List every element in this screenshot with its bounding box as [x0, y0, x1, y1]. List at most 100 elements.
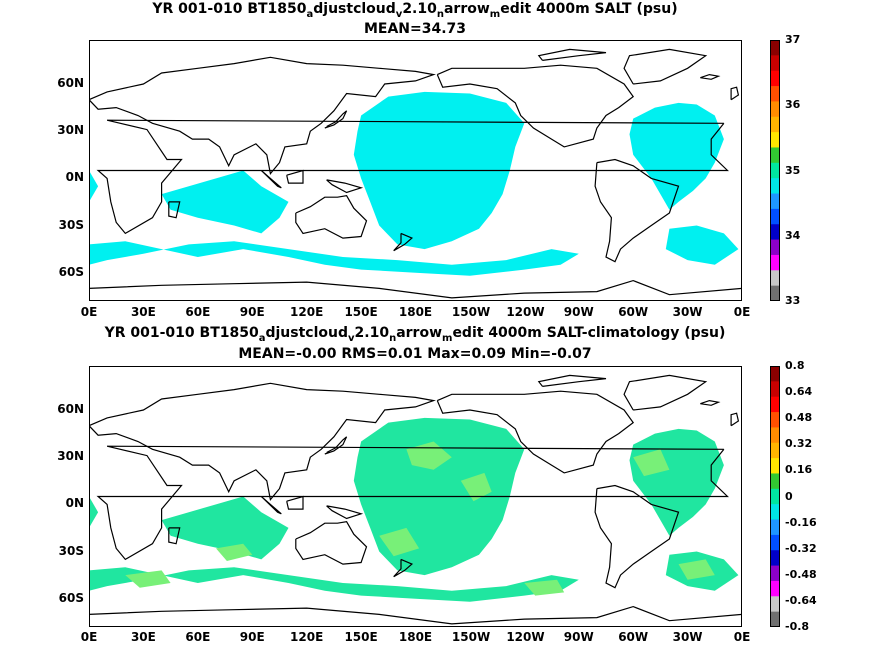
colorbar-swatch [770, 442, 780, 459]
coastline [623, 48, 708, 85]
lon-tick-label: 150E [344, 305, 378, 319]
coastline [730, 86, 740, 101]
lon-tick-label: 0E [733, 305, 751, 319]
colorbar-swatch [770, 427, 780, 444]
lon-tick-label: 90E [239, 630, 265, 644]
field-patch [406, 441, 452, 470]
lat-tick-label: 0N [65, 496, 84, 511]
coastline [96, 445, 729, 561]
colorbar-tick-label: 0.16 [785, 463, 813, 477]
colorbar-swatch [770, 86, 780, 102]
colorbar-tick-label: 0.48 [785, 411, 813, 425]
coastline [89, 56, 436, 175]
coastline [436, 64, 635, 148]
lon-tick-label: 30E [130, 630, 156, 644]
lon-tick-label: 30W [672, 305, 703, 319]
colorbar-swatch [770, 116, 780, 133]
colorbar-tick-label: 33 [785, 294, 801, 307]
colorbar-swatch [770, 40, 780, 56]
field-patch [89, 567, 579, 602]
colorbar-swatch [770, 596, 780, 613]
field-patch [125, 570, 171, 588]
field-patch [89, 170, 99, 202]
field-patch [460, 472, 492, 502]
coastline [260, 496, 282, 515]
colorbar-swatch [770, 147, 780, 164]
lon-tick-label: 120W [506, 305, 545, 319]
lon-tick-label: 120E [290, 305, 324, 319]
colorbar-swatch [770, 208, 780, 225]
lon-tick-label: 30E [130, 305, 156, 319]
coastline [286, 169, 304, 184]
colorbar-swatch [770, 55, 780, 72]
colorbar-swatch [770, 162, 780, 179]
colorbar-swatch [770, 519, 780, 536]
colorbar-swatch [770, 193, 780, 210]
colorbar-swatch [770, 534, 780, 551]
lon-tick-label: 0E [733, 630, 751, 644]
field-patch [89, 496, 99, 528]
colorbar-tick-label: 0 [785, 489, 793, 503]
lon-tick-label: 30W [672, 630, 703, 644]
lon-tick-label: 90W [563, 630, 594, 644]
lon-tick-label: 0E [80, 630, 98, 644]
panel1-subtitle: MEAN=34.73 [363, 21, 467, 37]
colorbar-tick-label: 34 [785, 228, 801, 242]
lon-tick-label: 60E [185, 630, 211, 644]
colorbar-tick-label: -0.32 [785, 541, 817, 555]
field-patch [161, 496, 289, 560]
coastline [168, 201, 181, 219]
colorbar-swatch [770, 412, 780, 428]
lon-tick-label: 60E [185, 305, 211, 319]
lon-tick-label: 150E [344, 630, 378, 644]
colorbar-swatch [770, 381, 780, 398]
coastline [594, 484, 680, 589]
coastline [393, 232, 414, 252]
field-patch [379, 527, 420, 557]
salt-map [89, 40, 742, 301]
coastline [326, 179, 364, 194]
colorbar-swatch [770, 580, 780, 597]
anomaly-colorbar [770, 366, 780, 627]
colorbar-swatch [770, 550, 780, 567]
panel2-title: YR 001-010 BT1850adjustcloudv2.10narrowm… [104, 325, 726, 344]
colorbar-tick-label: 37 [785, 33, 801, 46]
coastline [730, 412, 740, 427]
coastlines [89, 48, 742, 299]
lat-tick-label: 60S [58, 590, 84, 605]
lon-tick-label: 60W [618, 305, 649, 319]
field-patch [633, 449, 670, 477]
field-patch [629, 102, 724, 210]
field-patch [89, 241, 579, 276]
coastline [623, 374, 708, 411]
colorbar-swatch [770, 285, 780, 301]
coastline [89, 279, 742, 299]
panel2-subtitle: MEAN=-0.00 RMS=0.01 Max=0.09 Min=-0.07 [238, 346, 592, 362]
lat-tick-label: 30N [57, 449, 84, 464]
coastlines [89, 374, 742, 625]
colorbar-tick-label: 0.64 [785, 385, 813, 399]
coastline [96, 119, 729, 235]
field-patch [524, 579, 565, 596]
lat-tick-label: 30S [58, 217, 84, 232]
colorbar-swatch [770, 458, 780, 474]
colorbar-tick-label: 0.8 [785, 359, 805, 372]
lon-tick-label: 90E [239, 305, 265, 319]
lat-tick-label: 60N [57, 402, 84, 417]
colorbar-tick-label: -0.48 [785, 567, 817, 581]
field-patch [161, 170, 289, 234]
coastline [89, 605, 742, 625]
colorbar-tick-label: -0.16 [785, 515, 817, 529]
coastline [537, 374, 607, 387]
colorbar-swatch [770, 473, 780, 490]
lon-tick-label: 60W [618, 630, 649, 644]
colorbar-swatch [770, 254, 780, 271]
coastline [393, 558, 414, 578]
coastline [168, 527, 181, 545]
panel1-title: YR 001-010 BT1850adjustcloudv2.10narrowm… [152, 1, 678, 20]
coastline [700, 399, 721, 406]
field-patch [678, 559, 715, 580]
coastline [700, 73, 721, 80]
lat-tick-label: 30N [57, 123, 84, 138]
coastline [537, 48, 607, 61]
